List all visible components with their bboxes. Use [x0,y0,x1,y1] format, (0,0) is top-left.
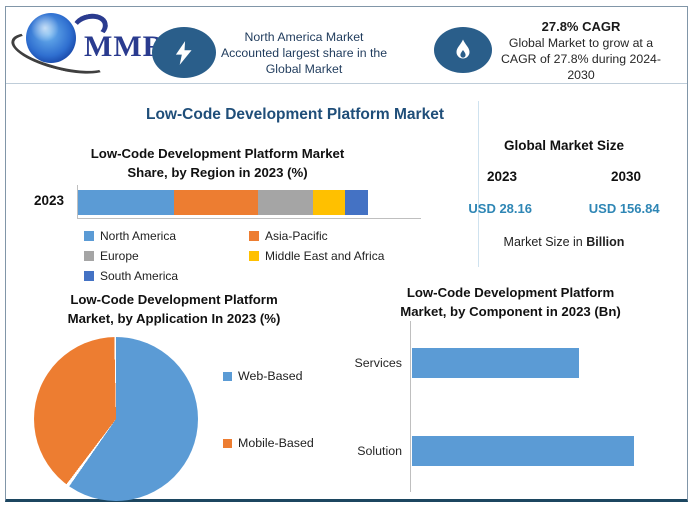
application-pie [34,337,198,501]
legend-label-europe: Europe [100,249,139,263]
region-segment-europe [257,190,313,215]
flame-icon [434,27,492,73]
region-stacked-bar [78,190,368,215]
region-segment-asia-pacific [173,190,258,215]
market-size-panel-divider [478,101,479,267]
component-chart-title-line-2: Market, by Component in 2023 (Bn) [400,304,621,319]
market-size-panel: Global Market Size 2023 2030 USD 28.16 U… [440,138,688,262]
legend-item-north-america: North America [84,229,249,243]
legend-swatch-mobile-based [223,438,232,448]
highlight-left-line-2: Accounted largest share in the [220,46,388,60]
component-chart-title-line-1: Low-Code Development Platform [406,285,615,300]
region-segment-north-america [78,190,174,215]
legend-label-north-america: North America [100,229,177,243]
header-divider-line [6,83,687,84]
region-chart-title: Low-Code Development Platform Market Sha… [20,144,415,182]
market-size-note-prefix: Market Size in [503,235,583,249]
page-title: Low-Code Development Platform Market [146,106,444,123]
application-chart-title-line-2: Market, by Application In 2023 (%) [67,311,281,326]
legend-swatch-europe [84,251,94,261]
legend-label-asia-pacific: Asia-Pacific [265,229,328,243]
legend-label-mobile-based: Mobile-Based [238,436,314,450]
logo-text: MMR [84,30,166,63]
legend-item-mobile-based: Mobile-Based [223,436,314,450]
mmr-logo: MMR [7,8,164,82]
lightning-bolt-glyph [175,40,192,65]
market-size-year-2023: 2023 [486,169,518,184]
lightning-bolt-icon [152,27,216,78]
market-size-value-2023: USD 28.16 [468,201,532,216]
highlight-left-text: North America Market Accounted largest s… [213,29,395,77]
legend-item-europe: Europe [84,249,249,263]
market-size-year-2030: 2030 [610,169,642,184]
market-size-note-unit: Billion [586,235,625,249]
region-x-axis-line [77,218,421,219]
component-bar-solution [412,436,634,466]
region-legend: North America Asia-Pacific Europe Middle Ea… [84,229,384,283]
highlight-left-line-1: North America Market [244,30,364,44]
cagr-headline: 27.8% CAGR [541,19,621,34]
market-size-note: Market Size in Billion [440,235,688,249]
legend-swatch-south-america [84,271,94,281]
flame-glyph [456,39,470,59]
highlight-right-line-2: CAGR of 27.8% during 2024- [501,52,661,66]
market-size-value-2030: USD 156.84 [588,201,660,216]
region-chart-title-line-1: Low-Code Development Platform Market [90,146,345,161]
region-category-label: 2023 [33,193,64,208]
region-y-axis-line [77,185,78,219]
legend-label-south-america: South America [100,269,179,283]
legend-swatch-web-based [223,371,232,381]
component-label-services: Services [354,356,402,370]
market-size-title: Global Market Size [503,138,625,153]
component-bar-services [412,348,579,378]
highlight-right-text: 27.8% CAGR Global Market to grow at a CA… [492,18,670,83]
legend-item-middle-east-and-africa: Middle East and Africa [249,249,384,263]
legend-label-web-based: Web-Based [238,369,303,383]
highlight-left-line-3: Global Market [265,62,343,76]
legend-label-middle-east-and-africa: Middle East and Africa [265,249,385,263]
legend-item-web-based: Web-Based [223,369,314,383]
highlight-right-line-3: 2030 [567,68,595,82]
component-y-axis-line [410,321,411,492]
region-chart-title-line-2: Share, by Region in 2023 (%) [127,165,308,180]
outer-frame [5,6,688,502]
legend-item-asia-pacific: Asia-Pacific [249,229,384,243]
application-chart-title-line-1: Low-Code Development Platform [70,292,278,307]
legend-swatch-asia-pacific [249,231,259,241]
legend-item-south-america: South America [84,269,249,283]
globe-icon [26,13,76,63]
component-chart-title: Low-Code Development Platform Market, by… [348,283,673,321]
legend-swatch-north-america [84,231,94,241]
legend-swatch-middle-east-and-africa [249,251,259,261]
region-segment-south-america [344,190,368,215]
application-chart-title: Low-Code Development Platform Market, by… [18,290,330,328]
highlight-right-line-1: Global Market to grow at a [508,36,654,50]
component-label-solution: Solution [357,444,402,458]
region-segment-middle-east-and-africa [312,190,345,215]
application-legend: Web-Based Mobile-Based [223,369,314,450]
